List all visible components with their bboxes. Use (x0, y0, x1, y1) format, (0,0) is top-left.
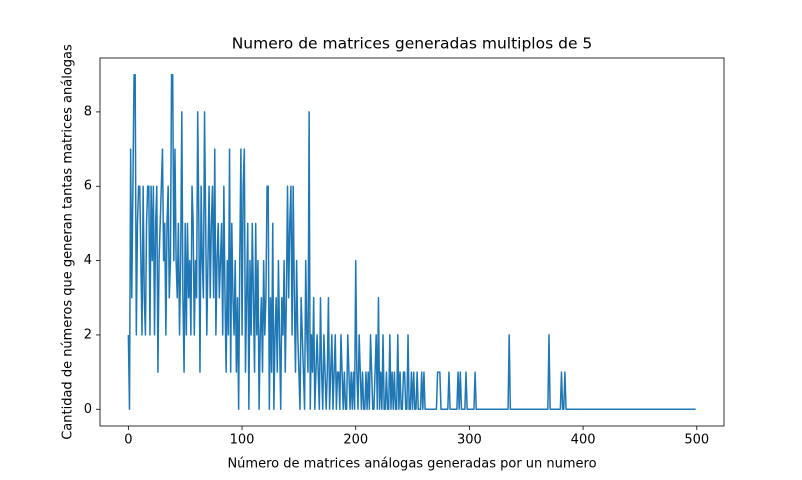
data-line (127, 73, 696, 411)
chart-title: Numero de matrices generadas multiplos d… (232, 35, 593, 53)
y-axis-label: Cantidad de números que generan tantas m… (61, 44, 76, 440)
y-tick-label: 6 (84, 179, 92, 194)
y-tick-label: 8 (84, 104, 92, 119)
x-tick-label: 400 (571, 433, 596, 448)
x-tick-label: 100 (230, 433, 255, 448)
x-tick-label: 300 (457, 433, 482, 448)
y-tick-label: 4 (84, 253, 92, 268)
x-axis-label: Número de matrices análogas generadas po… (227, 457, 596, 472)
plot-frame (99, 57, 725, 427)
x-tick-label: 200 (343, 433, 368, 448)
y-tick-label: 0 (84, 402, 92, 417)
y-tick-label: 2 (84, 327, 92, 342)
x-tick-label: 500 (684, 433, 709, 448)
x-tick-label: 0 (124, 433, 132, 448)
